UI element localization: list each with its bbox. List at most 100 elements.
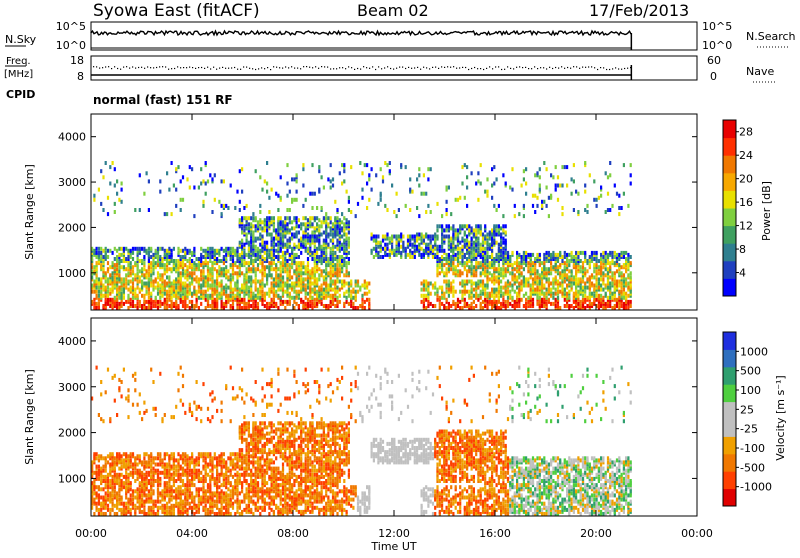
heatmap-cell xyxy=(239,169,241,173)
heatmap-cell xyxy=(214,298,216,302)
nave-point xyxy=(177,66,178,67)
heatmap-cell xyxy=(143,294,145,298)
nave-point xyxy=(420,69,421,70)
heatmap-cell xyxy=(268,261,270,265)
heatmap-cell xyxy=(150,298,152,302)
heatmap-cell xyxy=(114,460,116,464)
heatmap-cell xyxy=(137,302,139,306)
heatmap-cell xyxy=(148,296,150,300)
nave-point xyxy=(123,67,124,68)
heatmap-cell xyxy=(596,282,598,286)
heatmap-cell xyxy=(607,192,609,196)
heatmap-cell xyxy=(546,302,548,306)
heatmap-cell xyxy=(293,253,295,257)
heatmap-cell xyxy=(359,161,361,165)
heatmap-cell xyxy=(614,280,616,284)
heatmap-cell xyxy=(580,251,582,255)
heatmap-cell xyxy=(373,239,375,243)
heatmap-cell xyxy=(330,179,332,183)
heatmap-cell xyxy=(468,280,470,284)
heatmap-cell xyxy=(341,220,343,224)
nave-point xyxy=(435,67,436,68)
heatmap-cell xyxy=(248,216,250,220)
heatmap-cell xyxy=(446,200,448,204)
heatmap-cell xyxy=(448,235,450,239)
heatmap-cell xyxy=(432,249,434,253)
heatmap-cell xyxy=(223,302,225,306)
heatmap-cell xyxy=(393,235,395,239)
heatmap-cell xyxy=(443,292,445,296)
heatmap-cell xyxy=(573,275,575,279)
heatmap-cell xyxy=(352,302,354,306)
heatmap-cell xyxy=(552,251,554,255)
heatmap-cell xyxy=(112,251,114,255)
heatmap-cell xyxy=(316,277,318,281)
nave-point xyxy=(375,69,376,70)
heatmap-cell xyxy=(221,212,223,216)
heatmap-cell xyxy=(325,239,327,243)
heatmap-cell xyxy=(264,228,266,232)
heatmap-cell xyxy=(298,284,300,288)
heatmap-cell xyxy=(400,233,402,237)
heatmap-cell xyxy=(114,247,116,251)
heatmap-cell xyxy=(493,224,495,228)
heatmap-cell xyxy=(436,228,438,232)
heatmap-cell xyxy=(309,220,311,224)
heatmap-cell xyxy=(480,302,482,306)
heatmap-cell xyxy=(464,265,466,269)
heatmap-cell xyxy=(516,286,518,290)
heatmap-cell xyxy=(125,471,127,475)
heatmap-cell xyxy=(316,290,318,294)
heatmap-cell xyxy=(546,288,548,292)
heatmap-cell xyxy=(300,298,302,302)
heatmap-cell xyxy=(314,245,316,249)
heatmap-cell xyxy=(125,452,127,456)
heatmap-cell xyxy=(259,233,261,237)
heatmap-cell xyxy=(148,247,150,251)
heatmap-cell xyxy=(211,280,213,284)
heatmap-cell xyxy=(166,275,168,279)
heatmap-cell xyxy=(443,304,445,308)
heatmap-cell xyxy=(436,294,438,298)
heatmap-cell xyxy=(457,247,459,251)
heatmap-cell xyxy=(609,304,611,308)
nave-point xyxy=(156,67,157,68)
heatmap-cell xyxy=(161,294,163,298)
heatmap-cell xyxy=(159,261,161,265)
heatmap-cell xyxy=(96,456,98,460)
heatmap-cell xyxy=(100,508,102,512)
heatmap-cell xyxy=(384,235,386,239)
heatmap-cell xyxy=(116,452,118,456)
heatmap-cell xyxy=(530,253,532,257)
heatmap-cell xyxy=(348,302,350,306)
heatmap-cell xyxy=(550,288,552,292)
heatmap-cell xyxy=(386,237,388,241)
heatmap-cell xyxy=(536,302,538,306)
heatmap-cell xyxy=(164,298,166,302)
heatmap-cell xyxy=(332,184,334,188)
heatmap-cell xyxy=(116,192,118,196)
heatmap-cell xyxy=(157,247,159,251)
heatmap-cell xyxy=(591,251,593,255)
nave-point xyxy=(429,68,430,69)
heatmap-cell xyxy=(232,306,234,310)
heatmap-cell xyxy=(564,261,566,265)
heatmap-cell xyxy=(525,192,527,196)
heatmap-cell xyxy=(336,208,338,212)
heatmap-cell xyxy=(296,216,298,220)
heatmap-cell xyxy=(314,226,316,230)
heatmap-cell xyxy=(239,208,241,212)
heatmap-cell xyxy=(568,296,570,300)
heatmap-cell xyxy=(418,233,420,237)
heatmap-cell xyxy=(525,306,527,310)
nave-point xyxy=(96,66,97,67)
heatmap-cell xyxy=(325,212,327,216)
heatmap-cell xyxy=(532,298,534,302)
heatmap-cell xyxy=(464,280,466,284)
heatmap-cell xyxy=(311,231,313,235)
heatmap-cell xyxy=(186,290,188,294)
heatmap-cell xyxy=(309,269,311,273)
nave-point xyxy=(585,67,586,68)
heatmap-cell xyxy=(475,265,477,269)
nave-point xyxy=(384,67,385,68)
